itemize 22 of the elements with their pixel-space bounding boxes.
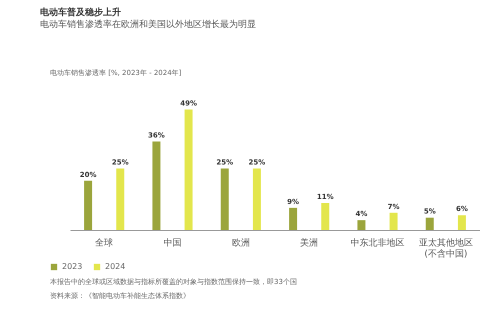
bar xyxy=(84,180,92,230)
x-tick-label: 中东北非地区 xyxy=(350,238,404,248)
bar xyxy=(458,215,466,230)
chart-title: 电动车普及稳步上升 xyxy=(40,6,121,18)
legend-label: 2024 xyxy=(105,262,126,271)
bar xyxy=(116,168,124,230)
bar xyxy=(252,168,261,230)
chart-subtitle: 电动车销售渗透率在欧洲和美国以外地区增长最为明显 xyxy=(40,19,256,30)
bar xyxy=(390,212,398,230)
bar xyxy=(289,208,298,230)
x-tick-label: 全球 xyxy=(95,238,114,248)
bar xyxy=(321,202,330,230)
x-tick-label: 亚太其他地区 (不含中国) xyxy=(418,238,473,260)
x-tick-label: 中国 xyxy=(164,238,182,248)
x-tick-label: 美洲 xyxy=(300,238,318,248)
bar xyxy=(152,141,160,230)
bar xyxy=(184,109,193,230)
legend-label: 2023 xyxy=(62,262,82,271)
bar xyxy=(357,220,366,230)
x-tick-label: 欧洲 xyxy=(232,238,250,248)
bar xyxy=(220,168,229,230)
bar xyxy=(426,218,434,230)
